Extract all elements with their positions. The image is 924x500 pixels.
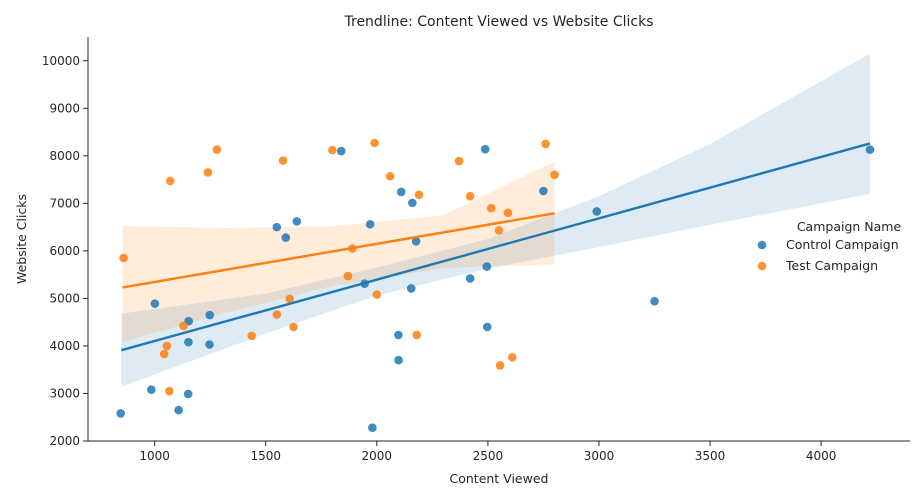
trend-lines [121,142,871,352]
y-tick-label: 5000 [49,291,80,305]
data-point-s1-8 [247,331,257,341]
axes: 1000 1500 2000 2500 3000 3500 4000 2000 3000 4000… [42,37,910,463]
data-point-s0-1 [147,385,156,394]
legend-marker-1 [757,261,767,271]
data-point-s1-2 [162,341,172,351]
y-axis-label: Website Clicks [14,194,29,284]
data-point-s1-14 [343,271,353,281]
data-point-s1-0 [119,253,128,263]
data-point-s1-17 [372,290,382,299]
data-point-s0-25 [482,322,492,332]
x-tick-label: 3000 [584,449,615,463]
data-point-s0-9 [272,222,282,232]
confidence-band-1 [122,161,555,343]
data-point-s0-29 [865,145,875,154]
data-point-s0-3 [174,405,183,415]
confidence-band-0 [121,53,871,387]
legend-marker-0 [757,240,767,250]
y-tick-label: 10000 [42,54,80,68]
data-point-s0-24 [482,262,492,271]
y-tick-label: 8000 [49,149,80,163]
data-point-s0-28 [650,296,659,306]
x-axis-label: Content Viewed [450,471,549,486]
data-point-s0-22 [465,274,475,283]
data-point-s1-22 [465,191,475,201]
data-point-s1-24 [494,226,504,235]
data-point-s0-10 [281,233,291,242]
x-tick-label: 2000 [362,449,393,463]
confidence-bands [121,53,871,387]
legend-title: Campaign Name [797,219,902,234]
data-point-s0-7 [205,340,214,349]
data-point-s1-5 [179,321,188,331]
y-tick-label: 3000 [49,386,80,400]
data-point-s1-9 [272,310,282,319]
legend: Campaign Name Control Campaign Test Campa… [757,219,902,273]
data-point-s0-27 [592,207,602,216]
data-point-s1-20 [414,190,424,200]
data-point-s0-17 [394,355,403,365]
data-point-s0-11 [292,217,302,226]
trend-line-0 [121,142,871,352]
data-point-s1-19 [412,330,422,340]
data-point-s0-2 [150,299,160,308]
x-tick-label: 2500 [473,449,504,463]
data-point-s1-26 [503,208,513,218]
data-point-s1-4 [165,176,175,186]
x-tick-label: 1500 [250,449,281,463]
data-point-s0-4 [183,389,193,399]
data-point-s1-11 [285,294,295,304]
data-point-s1-10 [278,156,288,165]
data-point-s1-23 [486,203,496,213]
data-point-s0-21 [411,237,421,246]
data-point-s0-26 [539,186,548,196]
y-tick-label: 4000 [49,339,80,353]
data-point-s0-0 [116,409,125,418]
y-tick-label: 2000 [49,434,80,448]
data-point-s1-27 [508,353,517,362]
data-point-s0-14 [365,219,375,229]
data-point-s1-3 [165,386,174,396]
data-point-s1-28 [541,139,550,149]
x-tick-label: 4000 [806,449,837,463]
data-point-s0-12 [336,146,346,156]
data-point-s1-29 [550,170,559,180]
data-point-s1-13 [328,145,337,155]
data-point-s1-1 [159,349,169,359]
data-point-s1-7 [212,145,222,154]
data-point-s0-19 [406,284,416,293]
data-point-s0-5 [184,337,193,347]
data-point-s0-20 [408,198,417,208]
data-point-s1-6 [203,168,213,177]
data-point-s1-16 [370,138,379,148]
data-point-s0-16 [394,330,403,340]
data-point-s1-12 [289,322,298,332]
x-tick-label: 3500 [695,449,726,463]
legend-label-1: Test Campaign [785,258,878,273]
y-tick-label: 6000 [49,244,80,258]
data-point-s0-18 [396,187,406,197]
y-tick-label: 7000 [49,196,80,210]
legend-label-0: Control Campaign [786,237,899,252]
data-point-s1-18 [385,171,395,181]
data-point-s1-21 [454,156,464,166]
x-tick-label: 1000 [139,449,170,463]
data-point-s0-23 [480,144,490,154]
trend-line-1 [122,212,555,289]
data-point-s1-25 [495,361,505,370]
data-point-s0-8 [205,310,215,320]
data-point-s0-15 [368,423,377,432]
chart-title: Trendline: Content Viewed vs Website Cli… [344,14,654,30]
y-tick-label: 9000 [49,101,80,115]
